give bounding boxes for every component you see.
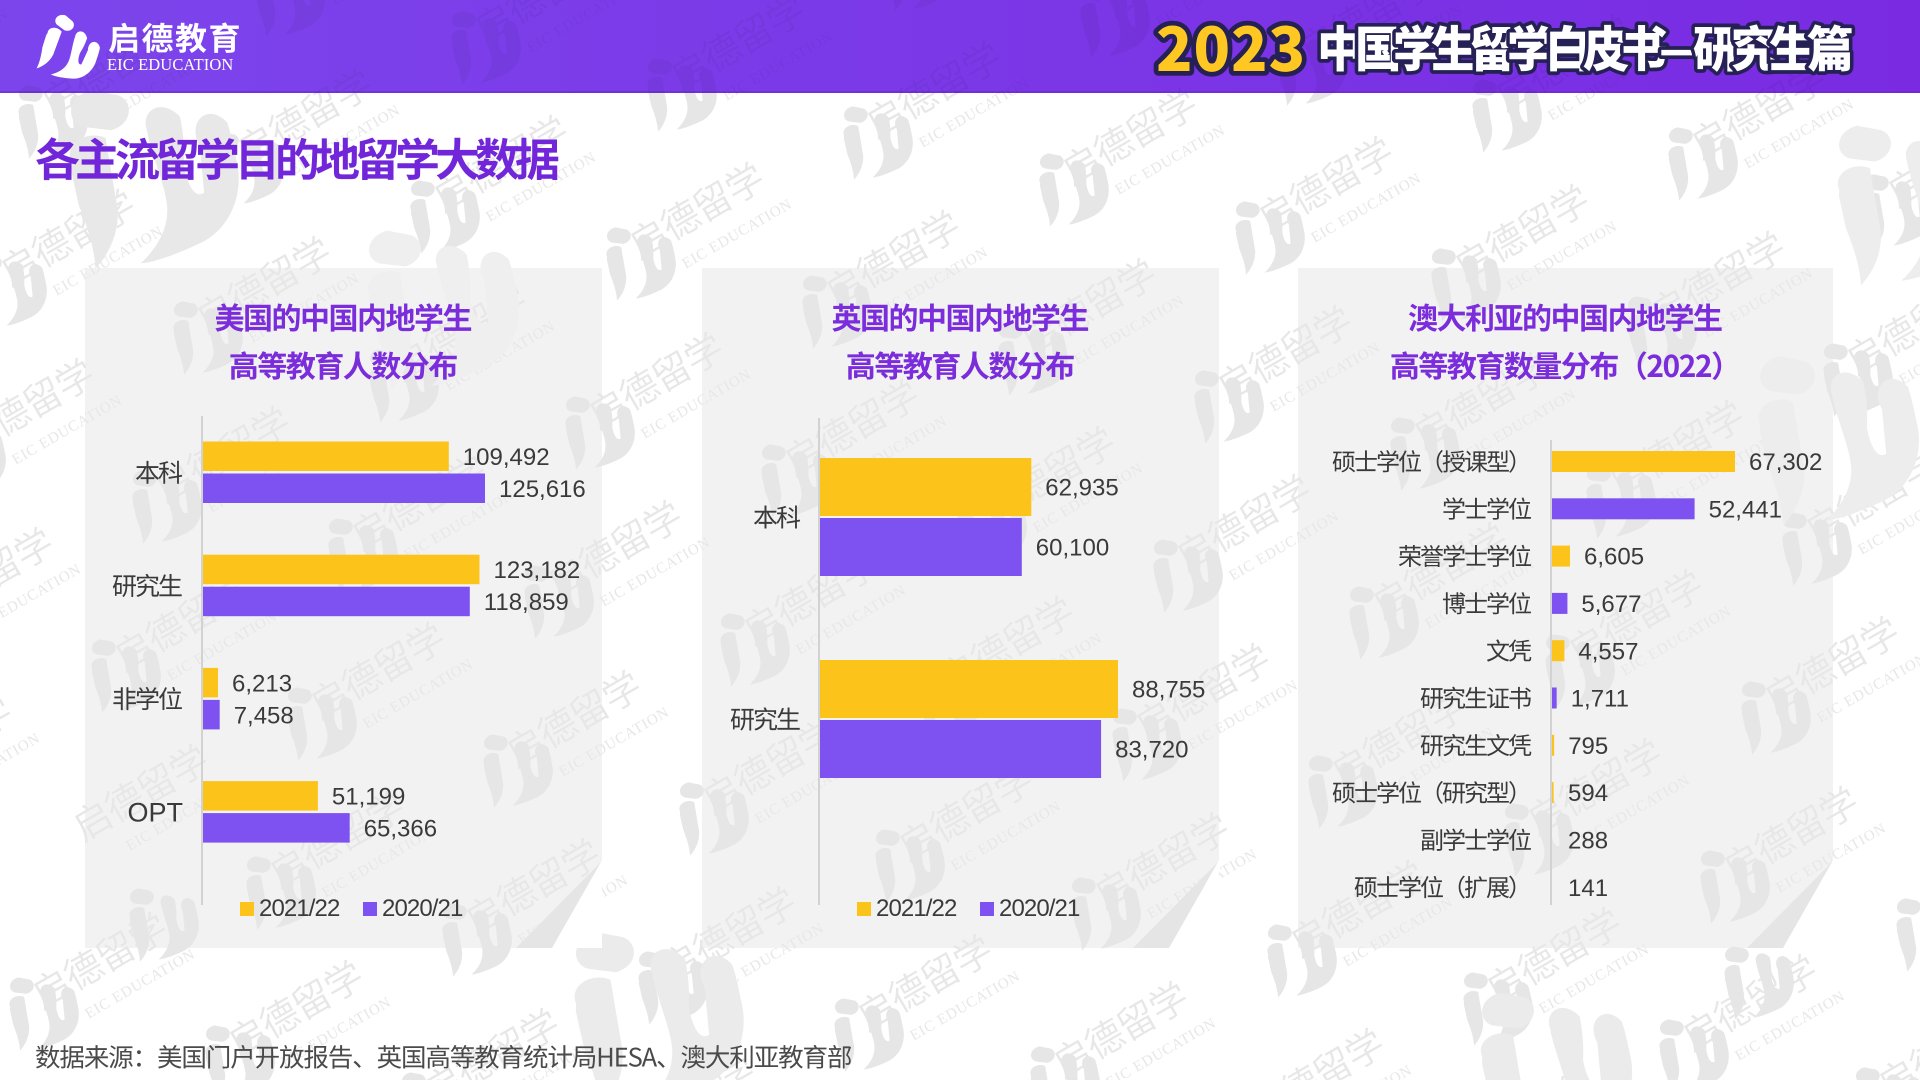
svg-text:62,935: 62,935 [1045,475,1118,502]
svg-text:83,720: 83,720 [1115,737,1188,764]
svg-text:65,366: 65,366 [364,816,437,843]
svg-text:67,302: 67,302 [1749,449,1822,476]
svg-text:6,213: 6,213 [232,670,292,697]
svg-text:60,100: 60,100 [1036,535,1109,562]
svg-text:OPT: OPT [127,798,183,828]
svg-text:109,492: 109,492 [463,444,550,471]
svg-text:5,677: 5,677 [1581,591,1641,618]
svg-text:288: 288 [1568,828,1608,855]
svg-text:52,441: 52,441 [1709,496,1782,523]
svg-text:2020/21: 2020/21 [382,895,463,922]
svg-text:1,711: 1,711 [1571,686,1629,713]
svg-text:6,605: 6,605 [1584,544,1644,571]
svg-text:EIC EDUCATION: EIC EDUCATION [107,55,233,74]
svg-text:7,458: 7,458 [234,702,294,729]
svg-text:2021/22: 2021/22 [876,895,957,922]
svg-text:4,557: 4,557 [1578,638,1638,665]
svg-text:118,859: 118,859 [484,589,569,616]
svg-text:51,199: 51,199 [332,784,405,811]
svg-text:594: 594 [1568,780,1608,807]
svg-text:125,616: 125,616 [499,476,586,503]
svg-text:88,755: 88,755 [1132,677,1205,704]
svg-text:123,182: 123,182 [494,557,581,584]
svg-text:795: 795 [1568,733,1608,760]
svg-text:2020/21: 2020/21 [999,895,1080,922]
svg-text:141: 141 [1568,875,1608,902]
svg-text:2021/22: 2021/22 [259,895,340,922]
